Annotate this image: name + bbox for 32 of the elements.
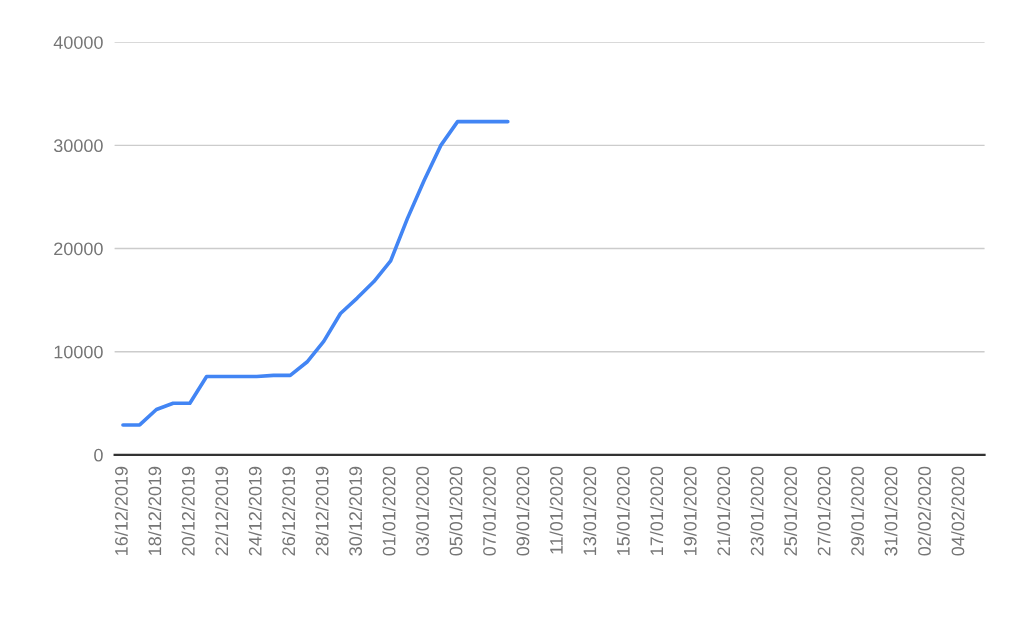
x-tick-label: 23/01/2020 (750, 466, 764, 556)
x-tick-label: 30/12/2019 (348, 466, 363, 556)
x-tick-label: 19/01/2020 (683, 466, 697, 555)
x-tick-label: 07/01/2020 (482, 466, 496, 556)
x-tick-label: 25/01/2020 (783, 466, 798, 556)
x-tick-label: 21/01/2020 (716, 466, 731, 556)
x-tick-label: 01/01/2020 (382, 466, 396, 556)
x-tick-label: 05/01/2020 (449, 466, 463, 556)
x-tick-label: 29/01/2020 (850, 466, 864, 556)
x-tick-label: 26/12/2019 (281, 466, 296, 556)
x-tick-label: 18/12/2019 (147, 466, 162, 555)
y-tick-label: 40000 (53, 36, 103, 49)
x-tick-label: 28/12/2019 (315, 466, 329, 556)
x-tick-label: 02/02/2020 (917, 466, 931, 556)
x-tick-label: 24/12/2019 (248, 466, 262, 556)
x-tick-label: 20/12/2019 (181, 466, 195, 556)
line-series (121, 119, 510, 427)
x-tick-label: 17/01/2020 (649, 466, 664, 555)
y-tick-label: 30000 (53, 139, 103, 153)
y-tick-label: 20000 (54, 242, 103, 256)
x-tick-label: 15/01/2020 (616, 466, 630, 555)
x-tick-label: 11/01/2020 (549, 466, 563, 554)
y-tick-label: 10000 (54, 345, 103, 359)
x-tick-label: 03/01/2020 (415, 466, 429, 556)
x-tick-label: 22/12/2019 (214, 466, 229, 556)
y-tick-label: 0 (94, 448, 103, 462)
x-tick-label: 04/02/2020 (951, 466, 965, 556)
x-tick-label: 16/12/2019 (114, 466, 128, 555)
x-tick-label: 13/01/2020 (583, 466, 597, 555)
x-tick-label: 09/01/2020 (516, 466, 530, 556)
x-tick-label: 31/01/2020 (884, 466, 898, 556)
x-tick-label: 27/01/2020 (817, 466, 831, 556)
